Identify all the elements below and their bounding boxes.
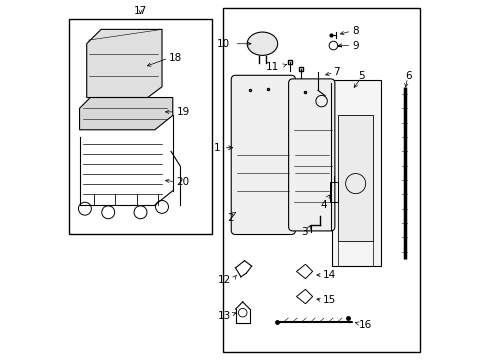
Text: 17: 17	[134, 6, 147, 17]
Text: 4: 4	[320, 200, 326, 210]
FancyBboxPatch shape	[288, 79, 334, 231]
Text: 2: 2	[227, 213, 234, 222]
Text: 6: 6	[405, 71, 411, 81]
Ellipse shape	[247, 32, 277, 55]
Text: 9: 9	[351, 41, 358, 50]
Bar	[69, 19, 212, 234]
Text: 19: 19	[176, 107, 189, 117]
Polygon shape	[86, 30, 162, 98]
Text: 12: 12	[217, 275, 230, 285]
Text: 3: 3	[301, 227, 307, 237]
Text: 5: 5	[357, 71, 364, 81]
Text: 20: 20	[176, 177, 189, 187]
Text: 13: 13	[217, 311, 230, 321]
Text: 16: 16	[358, 320, 371, 330]
Bar	[332, 80, 380, 266]
Text: 11: 11	[265, 62, 278, 72]
Bar	[329, 182, 337, 202]
FancyBboxPatch shape	[231, 75, 295, 234]
Bar	[338, 116, 372, 241]
Text: 7: 7	[333, 67, 339, 77]
Text: 15: 15	[322, 295, 335, 305]
Text: 1: 1	[213, 143, 220, 153]
Bar	[223, 8, 419, 352]
Text: 18: 18	[169, 53, 182, 63]
Text: 14: 14	[322, 270, 335, 280]
Text: 10: 10	[216, 39, 229, 49]
Polygon shape	[80, 98, 172, 130]
Text: 8: 8	[351, 26, 358, 36]
